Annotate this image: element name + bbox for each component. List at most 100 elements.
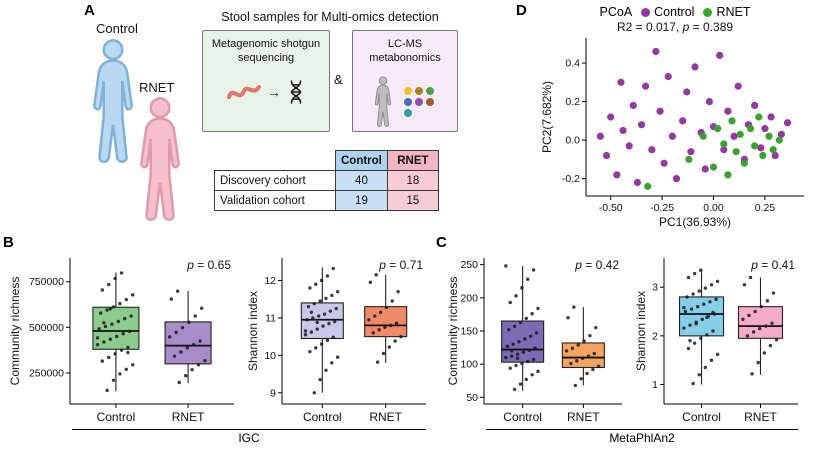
rnet-group-label: RNET [139, 80, 175, 95]
box-rnet [561, 305, 605, 388]
box-rnet [737, 275, 784, 376]
box-rnet [164, 289, 212, 385]
control-person-silhouette [93, 39, 133, 163]
y-tick-label: 9 [270, 387, 276, 399]
p-value: p = 0.42 [574, 258, 619, 272]
y-tick-label: 11 [265, 312, 276, 324]
validation-rnet-count: 15 [386, 190, 439, 211]
x-tick-label: RNET [369, 410, 402, 424]
x-tick-label: 0.25 [755, 202, 776, 214]
y-tick-label: 50 [466, 392, 478, 404]
x-tick-label: Control [682, 410, 721, 424]
p-value: p = 0.71 [378, 258, 423, 272]
p-value: p = 0.41 [750, 258, 795, 272]
igc-shannon-index-boxplot: 9 10 11 12 Shannon index Control RNET p = 0.71 [246, 258, 426, 424]
metabolite-dot-icon [403, 86, 412, 95]
table-header-rnet: RNET [386, 150, 439, 171]
x-tick-label: 0.00 [703, 202, 724, 214]
p-value: p = 0.65 [186, 258, 231, 272]
metabolite-dot-icon [403, 97, 412, 106]
y-tick-label: 500000 [29, 322, 64, 334]
y-tick-label: 2 [652, 330, 658, 342]
panel-b-label: B [3, 234, 14, 251]
axes [278, 258, 426, 405]
y-tick-label: -0.2 [562, 173, 580, 185]
panel-a-label: A [84, 2, 95, 19]
lcms-icons [372, 75, 438, 128]
y-tick-label: 10 [264, 350, 276, 362]
jitter-points [504, 264, 540, 392]
y-tick-label: 200 [460, 292, 478, 304]
pcoa-legend: PCoA Control RNET [538, 5, 812, 19]
gray-person-icon [374, 75, 392, 127]
metaphlan-bracket-line [486, 429, 798, 430]
metabolite-dot-icon [403, 108, 412, 117]
panel-a-header: Stool samples for Multi-omics detection [221, 10, 439, 24]
dna-icon [290, 79, 302, 104]
y-axis-title: Community richness [8, 277, 22, 386]
discovery-rnet-count: 18 [386, 170, 439, 191]
igc-bracket-line [72, 429, 426, 430]
y-tick-label: 0.0 [565, 135, 580, 147]
row-label-validation: Validation cohort [214, 190, 336, 211]
panel-d-label: D [516, 2, 527, 19]
metaphlan-label: MetaPhlAn2 [609, 431, 675, 445]
y-tick-label: 100 [460, 359, 478, 371]
x-tick-label: -0.25 [650, 202, 674, 214]
x-axis-title: PC1(36.93%) [659, 215, 731, 229]
pcoa-stats-title: R2 = 0.017, p = 0.389 [538, 20, 812, 34]
control-legend-dot-icon [641, 7, 651, 17]
discovery-control-count: 40 [335, 170, 388, 191]
legend-rnet-label: RNET [716, 5, 751, 19]
jitter-points [682, 268, 720, 386]
box-control [501, 264, 545, 392]
x-tick-label: Control [303, 410, 342, 424]
p-rest: = 0.389 [689, 20, 734, 34]
box-control [678, 268, 725, 386]
lcms-box: LC-MS metabonomics [352, 30, 458, 132]
table-corner-cell [214, 150, 336, 171]
axes [660, 258, 798, 405]
r2-text: R2 = 0.017, [616, 20, 683, 34]
jitter-points [367, 273, 403, 364]
jitter-points [741, 275, 779, 376]
y-axis-title: PC2(7.682%) [540, 81, 554, 153]
lcms-label: LC-MS metabonomics [369, 38, 441, 65]
legend-control-label: Control [654, 5, 695, 19]
jitter-points [95, 271, 135, 393]
metagenomic-box: Metagenomic shotgun sequencing → [202, 30, 330, 132]
row-label-discovery: Discovery cohort [214, 170, 336, 191]
y-tick-label: 250000 [29, 367, 64, 379]
pcoa-title: PCoA [599, 5, 633, 19]
rnet-legend-dot-icon [703, 7, 713, 17]
p-italic: p [682, 20, 690, 34]
legend-item-rnet: RNET [703, 5, 750, 19]
metabolite-dot-icon [425, 97, 434, 106]
worm-icon [227, 84, 261, 99]
x-tick-label: RNET [744, 410, 777, 424]
metabolite-dot-icon [414, 97, 423, 106]
arrow-icon: → [267, 83, 281, 100]
metaphlan-shannon-index-boxplot: 1 2 3 Shannon index Control RNET p = 0.41 [634, 258, 798, 424]
y-tick-label: 3 [652, 282, 658, 294]
table-row-validation: Validation cohort 19 15 [214, 190, 439, 211]
box-control [300, 266, 344, 395]
series-control [596, 47, 792, 187]
metagenomic-label: Metagenomic shotgun sequencing [211, 38, 321, 65]
series-rnet [644, 113, 783, 190]
x-tick-label: Control [97, 410, 136, 424]
metabolite-dots [402, 85, 438, 118]
cohort-table: Control RNET Discovery cohort 40 18 Vali… [214, 150, 439, 211]
metabolite-dot-icon [425, 86, 434, 95]
y-tick-label: 1 [652, 379, 658, 391]
ampersand: & [334, 72, 343, 87]
x-tick-label: RNET [567, 410, 600, 424]
metagenomic-icons: → [227, 79, 305, 105]
rnet-person-silhouette [140, 97, 180, 221]
y-axis-title: Shannon index [246, 291, 260, 371]
metabolite-dot-icon [414, 86, 423, 95]
axes [582, 38, 804, 200]
y-tick-label: 150 [460, 326, 478, 338]
